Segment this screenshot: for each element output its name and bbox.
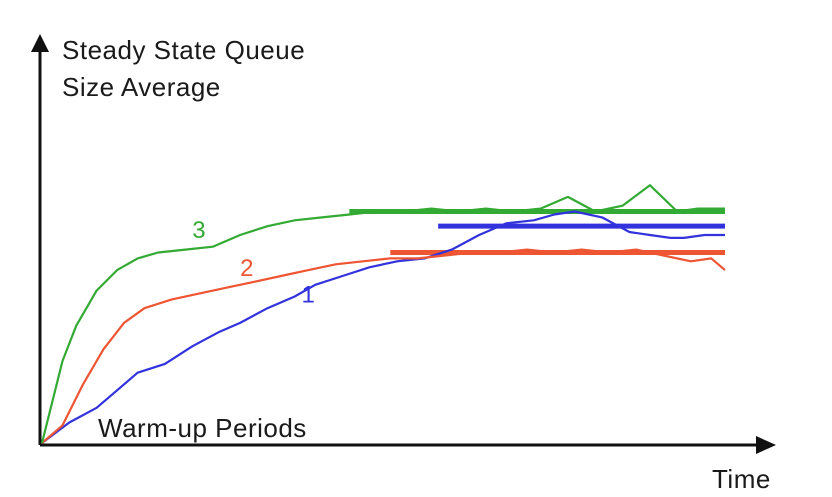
series-line-1 xyxy=(41,210,725,444)
series-label-1: 1 xyxy=(302,281,315,308)
y-axis-label-line-1: Steady State Queue xyxy=(62,35,305,65)
x-axis-arrow xyxy=(756,436,776,454)
series-labels: 1 2 3 xyxy=(192,217,315,308)
series-lines xyxy=(40,184,726,444)
series-label-2: 2 xyxy=(240,255,253,282)
warmup-annotation: Warm-up Periods xyxy=(98,413,307,443)
series-line-3 xyxy=(40,184,725,444)
steady-state-levels xyxy=(349,209,725,256)
series-label-3: 3 xyxy=(192,217,205,244)
axes xyxy=(31,34,776,454)
y-axis-label-line-2: Size Average xyxy=(62,72,221,102)
y-axis-arrow xyxy=(31,34,49,52)
series-line-2 xyxy=(41,248,726,444)
x-axis-label: Time xyxy=(712,464,771,494)
